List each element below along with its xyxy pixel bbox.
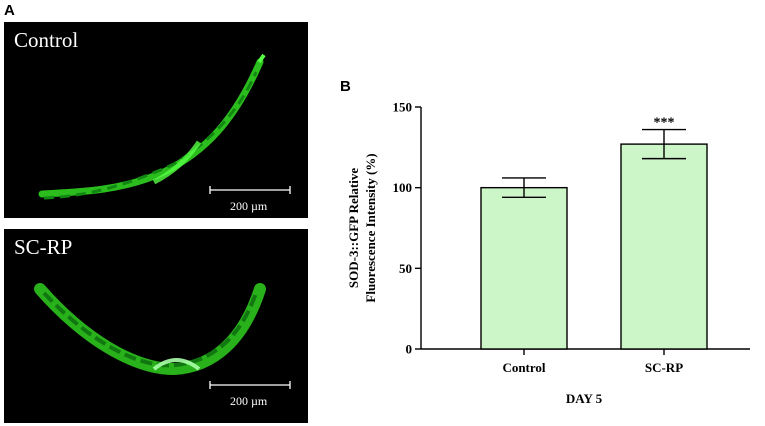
significance-marker: *** <box>654 116 675 131</box>
y-tick-label: 100 <box>393 180 413 195</box>
scrp-worm-graphic <box>34 283 291 389</box>
bar-control <box>480 186 568 350</box>
y-axis-label-line1: SOD-3::GFP Relative <box>346 168 361 288</box>
x-axis-label: DAY 5 <box>566 391 603 406</box>
scrp-scale-text: 200 µm <box>230 394 268 408</box>
control-microscopy-image: Control 200 µm <box>4 22 308 218</box>
y-tick-label: 0 <box>406 342 413 357</box>
panel-a-letter: A <box>4 2 15 19</box>
scrp-image-label: SC-RP <box>14 235 73 259</box>
control-scale-text: 200 µm <box>230 199 268 213</box>
control-worm-graphic <box>38 53 291 200</box>
x-tick-label: Control <box>502 360 545 375</box>
y-tick-label: 150 <box>393 100 413 115</box>
control-image-label: Control <box>14 28 79 52</box>
panel-b-letter: B <box>340 78 351 95</box>
y-tick-label: 50 <box>399 261 412 276</box>
bar-sc-rp <box>620 143 708 350</box>
y-axis-label-line2: Fluorescence Intensity (%) <box>363 153 378 302</box>
scrp-microscopy-image: SC-RP 200 µm <box>4 229 308 423</box>
x-tick-label: SC-RP <box>645 360 683 375</box>
